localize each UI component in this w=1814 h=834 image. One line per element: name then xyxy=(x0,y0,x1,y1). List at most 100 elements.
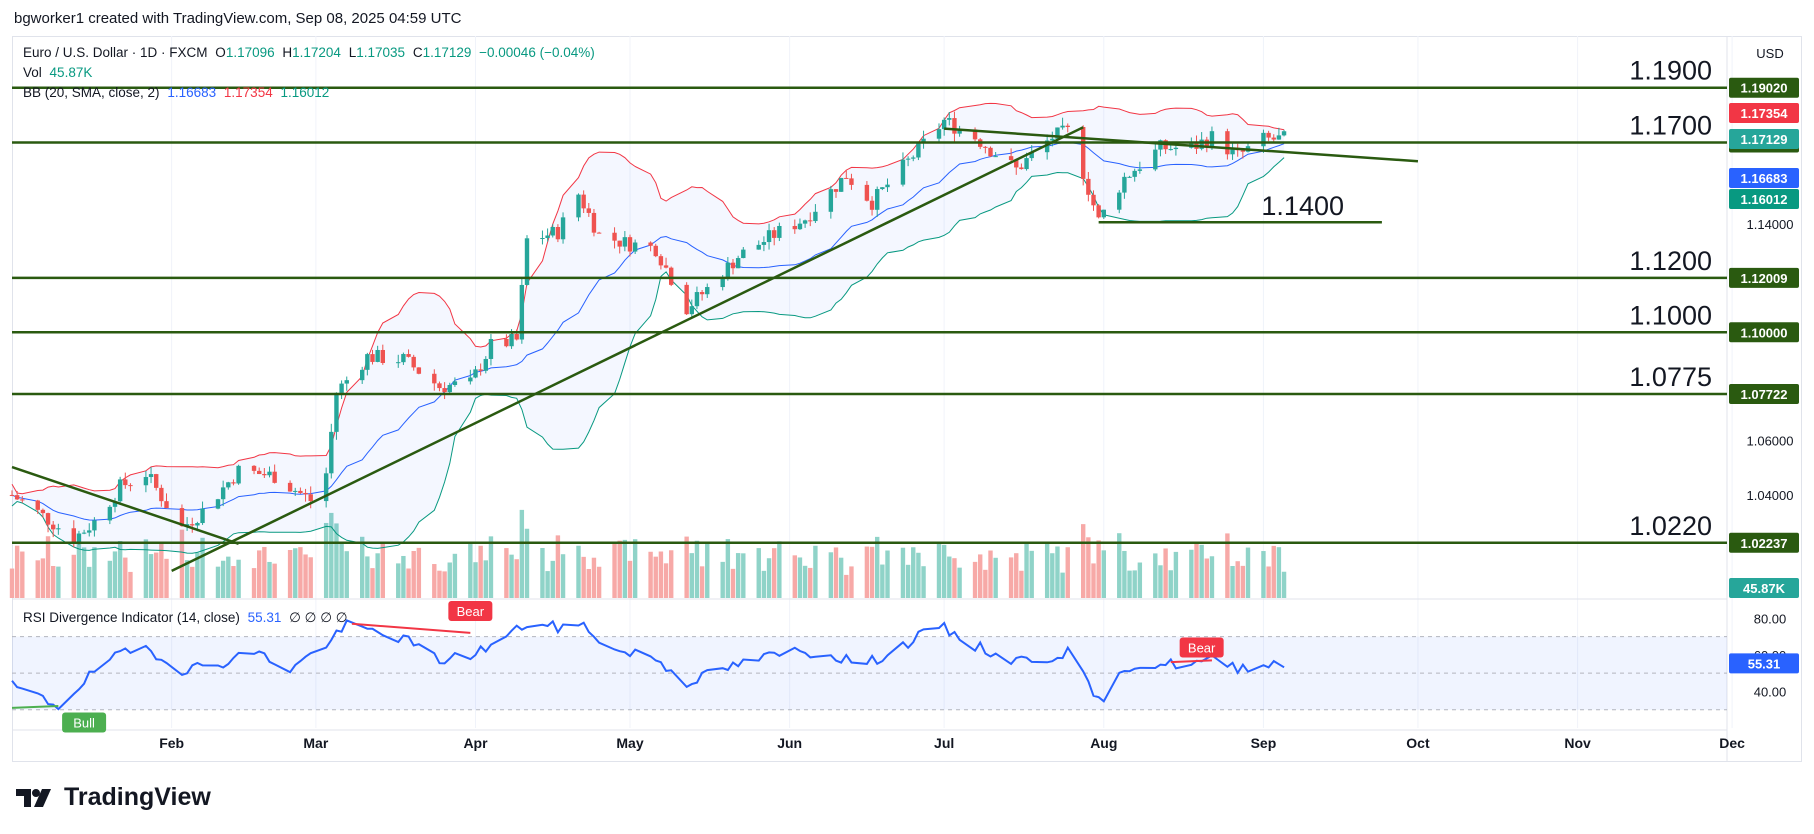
volume-bar xyxy=(1008,557,1014,598)
volume-bar xyxy=(20,551,25,598)
level-tag xyxy=(1729,322,1799,343)
candle-body xyxy=(411,356,416,368)
candle-body xyxy=(360,369,365,381)
candle-body xyxy=(220,487,226,500)
volume-bar xyxy=(251,568,257,598)
candle-body xyxy=(705,287,710,295)
volume-bar xyxy=(669,550,674,598)
candle-body xyxy=(226,482,231,488)
candle-body xyxy=(71,528,76,544)
volume-bar xyxy=(231,566,236,598)
tradingview-brand[interactable]: TradingView xyxy=(14,783,211,812)
symbol-title[interactable]: Euro / U.S. Dollar · 1D · FXCM xyxy=(23,45,208,60)
candle-body xyxy=(586,208,591,213)
volume-bar xyxy=(262,546,267,598)
candle-body xyxy=(154,474,159,488)
candle-body xyxy=(468,377,473,382)
volume-bar xyxy=(808,567,813,598)
volume-bar xyxy=(509,554,514,598)
candle-body xyxy=(1101,209,1106,218)
candle-body xyxy=(370,354,375,362)
level-label: 1.1000 xyxy=(1629,300,1712,330)
open-value: 1.17096 xyxy=(225,45,275,60)
rsi-label[interactable]: RSI Divergence Indicator (14, close) xyxy=(23,610,240,625)
volume-bar xyxy=(1060,572,1065,598)
volume-bar xyxy=(1209,556,1215,598)
volume-bar xyxy=(184,560,190,598)
x-tick-label: May xyxy=(616,735,643,751)
candle-body xyxy=(1081,126,1086,179)
volume-bar xyxy=(1122,550,1127,598)
candle-body xyxy=(828,189,834,212)
volume-tag-text: 45.87K xyxy=(1743,581,1786,596)
volume-bar xyxy=(1065,547,1070,598)
volume-bar xyxy=(334,523,339,598)
low-label: L xyxy=(348,45,357,60)
rsi-divergence-line xyxy=(11,705,59,709)
candle-body xyxy=(905,158,911,160)
volume-bar xyxy=(1137,562,1143,598)
volume-bar xyxy=(76,543,82,598)
candle-body xyxy=(1240,150,1246,152)
volume-bar xyxy=(329,512,334,598)
candle-body xyxy=(581,194,586,209)
volume-bar xyxy=(370,568,375,598)
volume-bar xyxy=(936,542,942,598)
bb-label[interactable]: BB (20, SMA, close, 2) xyxy=(23,85,160,100)
volume-bar xyxy=(941,544,947,598)
candle-body xyxy=(478,369,483,371)
volume-bar xyxy=(220,560,226,598)
candle-body xyxy=(1019,167,1024,170)
candle-body xyxy=(921,138,926,143)
volume-bar xyxy=(560,554,566,598)
brand-name: TradingView xyxy=(64,783,211,811)
volume-bar xyxy=(9,568,15,598)
volume-bar xyxy=(797,557,803,598)
candle-body xyxy=(519,284,525,340)
volume-bar xyxy=(684,536,689,598)
volume-bar xyxy=(730,568,736,598)
candle-body xyxy=(694,292,700,307)
price-tag xyxy=(1729,189,1799,209)
candle-body xyxy=(627,237,633,252)
level-tag xyxy=(1729,532,1799,553)
volume-bar xyxy=(143,539,149,598)
volume-bar xyxy=(916,552,921,598)
rsi-value-tag-text: 55.31 xyxy=(1748,656,1781,671)
volume-bar xyxy=(1081,524,1086,598)
candle-body xyxy=(56,528,61,530)
level-tag-text: 1.07722 xyxy=(1741,387,1788,402)
volume-bar xyxy=(1029,550,1034,598)
volume-bar xyxy=(45,536,51,598)
volume-bar xyxy=(524,528,530,598)
volume-bar xyxy=(56,566,61,598)
trendlines: 1.1400 xyxy=(11,126,1419,573)
volume-bar xyxy=(396,563,401,598)
rsi-dots: ∅ ∅ ∅ ∅ xyxy=(289,610,348,625)
level-label: 1.1900 xyxy=(1629,56,1712,86)
volume-bar xyxy=(71,554,76,598)
volume-bar xyxy=(123,557,128,598)
volume-bar xyxy=(293,548,298,598)
volume-bar xyxy=(272,563,277,598)
volume-bar xyxy=(375,553,380,598)
price-tag xyxy=(1729,103,1799,123)
candle-body xyxy=(262,474,267,476)
volume-bar xyxy=(339,543,344,598)
volume-bar xyxy=(627,560,633,598)
candle-body xyxy=(344,380,349,384)
candle-body xyxy=(741,249,746,259)
candle-body xyxy=(947,118,952,120)
candle-body xyxy=(1276,135,1282,140)
candle-body xyxy=(1266,132,1271,138)
volume-bar xyxy=(550,560,555,598)
volume-bar xyxy=(514,559,519,598)
candle-body xyxy=(545,235,550,239)
volume-label[interactable]: Vol xyxy=(23,65,42,80)
rsi-line xyxy=(11,619,1285,711)
ohlc-legend: Euro / U.S. Dollar · 1D · FXCM O1.17096 … xyxy=(23,43,599,63)
volume-bar xyxy=(838,557,844,598)
level-tag-text: 1.12009 xyxy=(1741,271,1788,286)
